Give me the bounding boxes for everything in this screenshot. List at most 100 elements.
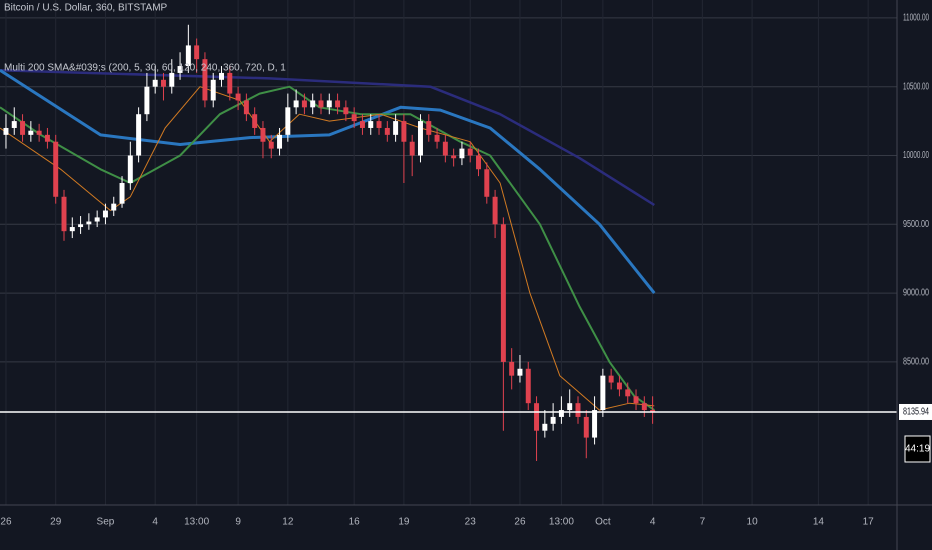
x-tick-label: 16 (349, 517, 361, 528)
candle-body (111, 203, 117, 211)
last-price-box (899, 403, 932, 420)
candle-body (351, 114, 357, 122)
candle-body (69, 227, 75, 232)
countdown-box (904, 435, 931, 463)
candle-body (633, 396, 639, 404)
candle-body (542, 423, 548, 431)
candle-body (11, 121, 17, 128)
candle-body (384, 127, 390, 135)
moving-average-line (0, 68, 655, 207)
candle-body (194, 45, 200, 60)
candle-body (61, 196, 67, 232)
x-tick-label: 23 (465, 517, 477, 528)
axes: 8500.00 9000.00 9500.00 10000.00 10500.00 110… (0, 13, 932, 528)
candle-body (227, 72, 233, 94)
candle-body (94, 217, 100, 222)
candle-body (301, 100, 307, 108)
candle-body (442, 141, 448, 156)
candle-body (285, 107, 291, 135)
y-tick-label: 9000.00 (903, 288, 929, 299)
candle-body (20, 121, 26, 135)
candle-body (558, 410, 564, 417)
candle-body (608, 375, 614, 383)
x-tick-label: 29 (50, 517, 62, 528)
candle-body (219, 72, 225, 80)
x-tick-label: 4 (650, 517, 656, 528)
candle-body (36, 130, 42, 135)
candle-body (567, 403, 573, 411)
candle-body (359, 121, 365, 128)
candle-body (44, 134, 50, 142)
candle-body (293, 100, 299, 108)
candle-body (160, 79, 166, 87)
candle-body (401, 121, 407, 142)
countdown-label: 44:19 (905, 444, 930, 455)
x-tick-label: 14 (813, 517, 825, 528)
moving-average-line (0, 85, 655, 411)
candle-body (136, 114, 142, 156)
candle-body (451, 155, 457, 159)
chart-title: Bitcoin / U.S. Dollar, 360, BITSTAMP (4, 3, 168, 14)
candle-body (177, 66, 183, 73)
grid (0, 0, 897, 505)
candle-body (417, 121, 423, 156)
indicator-label: Multi 200 SMA&#039;s (200, 5, 30, 60, 12… (4, 63, 286, 74)
candle-body (243, 100, 249, 115)
candle-body (368, 121, 374, 128)
candle-body (335, 100, 341, 108)
moving-average-line (0, 86, 655, 411)
x-tick-label: 26 (514, 517, 526, 528)
x-tick-label: 26 (0, 517, 12, 528)
candle-body (393, 121, 399, 135)
candle-body (534, 403, 540, 431)
x-tick-label: 19 (398, 517, 410, 528)
candle-body (592, 410, 598, 438)
candle-body (616, 382, 622, 390)
candle-body (525, 368, 531, 404)
candle-body (102, 210, 108, 218)
candle-body (28, 130, 34, 135)
candle-body (268, 141, 274, 149)
x-tick-label: Oct (595, 517, 611, 528)
candle-body (500, 224, 506, 362)
candle-body (476, 155, 481, 170)
candle-body (202, 59, 208, 101)
candle-body (492, 196, 498, 225)
candle-body (509, 361, 515, 376)
x-tick-label: 12 (282, 517, 294, 528)
x-tick-label: 7 (700, 517, 706, 528)
candle-body (86, 221, 92, 225)
x-tick-label: 4 (152, 517, 158, 528)
candle-body (169, 72, 175, 87)
last-price-label: 8135.94 (903, 407, 929, 418)
candle-body (310, 100, 316, 108)
x-tick-label: 13:00 (184, 517, 209, 528)
candle-body (625, 389, 631, 397)
candle-body (326, 100, 332, 108)
y-tick-label: 10000.00 (903, 150, 929, 161)
candle-body (185, 45, 191, 67)
candle-body (467, 148, 473, 156)
candle-body (459, 148, 465, 159)
plot (0, 24, 897, 461)
candle-body (119, 183, 125, 204)
candle-body (426, 121, 432, 135)
candle-body (78, 224, 84, 228)
y-tick-label: 9500.00 (903, 219, 929, 230)
x-tick-label: 10 (747, 517, 759, 528)
y-tick-label: 11000.00 (903, 13, 929, 24)
x-tick-label: 13:00 (549, 517, 574, 528)
candle-body (210, 79, 216, 101)
candle-body (318, 100, 324, 108)
candle-body (252, 114, 258, 128)
y-tick-label: 8500.00 (903, 357, 929, 368)
candle-body (3, 127, 9, 135)
x-tick-label: Sep (97, 517, 115, 528)
candle-body (583, 416, 589, 438)
candle-body (434, 134, 440, 142)
candle-body (550, 416, 556, 424)
candle-body (517, 368, 523, 376)
candle-body (235, 93, 241, 101)
